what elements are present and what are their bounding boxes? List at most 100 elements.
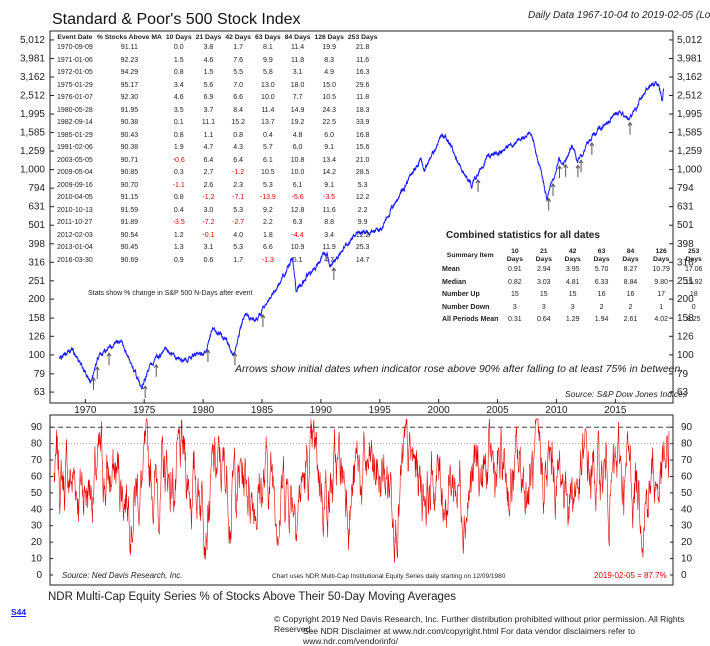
table-cell: 1975-01-29 xyxy=(57,81,93,89)
table-cell: 7.7 xyxy=(292,94,303,101)
table-row: 2003-05-05 90.71 -0.6 6.4 6.4 6.1 10.8 13.4 21.0 xyxy=(55,155,379,168)
table-cell: 0.8 xyxy=(173,131,184,139)
table-cell: 28.5 xyxy=(355,169,370,176)
price-y-tick-label: 126 xyxy=(28,331,45,342)
table-cell: 2009-05-04 xyxy=(57,169,93,176)
breadth-y-tick-label: 40 xyxy=(681,504,693,515)
breadth-y-tick-label: 50 xyxy=(31,488,43,499)
price-y-tick-label: 5,012 xyxy=(677,35,702,46)
table-cell: 2009-09-16 xyxy=(57,181,93,189)
price-x-tick-label: 1975 xyxy=(133,405,156,416)
price-y-tick-label: 1,585 xyxy=(677,128,702,139)
table-header-cell: 63 Days xyxy=(593,248,610,263)
table-cell: 2.6 xyxy=(203,181,214,189)
signal-arrow-head xyxy=(331,267,337,272)
page-id: S44 xyxy=(11,607,27,617)
table-cell: 91.59 xyxy=(120,206,139,214)
table-cell: 13.4 xyxy=(322,156,336,164)
table-cell: -7.1 xyxy=(232,194,245,201)
table-row: Mean 0.91 2.94 3.95 5.70 8.27 10.79 17.06 xyxy=(440,264,710,277)
table-cell: 11.6 xyxy=(356,56,370,64)
table-row: Number Up 15 15 15 16 16 17 18 xyxy=(440,289,710,302)
table-cell: 90.54 xyxy=(120,231,139,239)
table-cell: 5.70 xyxy=(594,266,609,273)
breadth-y-tick-label: 60 xyxy=(681,471,693,482)
table-cell: 8.4 xyxy=(233,106,244,114)
table-cell: 6.0 xyxy=(324,131,335,139)
table-cell: 16 xyxy=(597,291,606,298)
table-cell: 11.4 xyxy=(291,44,305,51)
price-y-tick-label: 251 xyxy=(677,276,694,287)
table-cell: 10.0 xyxy=(261,94,275,101)
chart-title: Standard & Poor's 500 Stock Index xyxy=(52,11,301,28)
table-cell: 0.8 xyxy=(233,131,244,139)
table-cell: 1.7 xyxy=(233,44,244,51)
table-cell: 22.5 xyxy=(322,119,336,126)
table-cell: 90.70 xyxy=(120,181,139,189)
price-x-tick-label: 1995 xyxy=(369,405,392,416)
table-cell: 1.3 xyxy=(173,244,184,251)
signal-arrow-head xyxy=(142,385,148,390)
table-cell: 90.38 xyxy=(120,119,139,126)
price-y-tick-label: 501 xyxy=(28,220,45,231)
price-y-tick-label: 3,162 xyxy=(20,72,45,83)
table-cell: 4.9 xyxy=(324,69,335,76)
table-cell: 90.45 xyxy=(120,244,139,251)
table-cell: 29.6 xyxy=(355,81,370,89)
table-cell: 92.30 xyxy=(120,94,139,101)
table-cell: 3.4 xyxy=(173,81,184,89)
table-cell: 2.7 xyxy=(203,169,214,176)
table-cell: 4.6 xyxy=(173,94,184,101)
table-cell: 5.3 xyxy=(263,181,273,189)
table-cell: 4.7 xyxy=(203,144,214,151)
signal-arrow-head xyxy=(578,159,584,164)
table-cell: 1.8 xyxy=(263,231,273,239)
breadth-y-tick-label: 10 xyxy=(31,554,43,565)
table-cell: 3.1 xyxy=(292,69,303,76)
table-cell: 4.7 xyxy=(324,256,335,264)
signal-arrow-head xyxy=(563,163,569,169)
bottom-title: NDR Multi-Cap Equity Series % of Stocks … xyxy=(48,591,456,603)
table-cell: 3.5 xyxy=(173,106,184,114)
table-cell: 0.82 xyxy=(508,278,522,286)
table-cell: 15 xyxy=(510,291,519,298)
price-y-tick-label: 1,000 xyxy=(20,165,45,176)
table-cell: -3.5 xyxy=(172,219,185,226)
price-y-tick-label: 63 xyxy=(34,387,46,398)
table-header-cell: 126 Days xyxy=(653,248,670,263)
table-cell: 4.02 xyxy=(654,316,668,323)
table-row: 2009-05-04 90.85 0.3 2.7 -1.2 10.5 10.0 14.2 28.… xyxy=(55,167,379,180)
table-row: Median 0.82 3.03 4.81 6.33 8.84 9.80 15.92 xyxy=(440,277,710,290)
table-cell: 0.4 xyxy=(263,131,273,139)
table-cell: 91.89 xyxy=(120,219,139,226)
price-x-tick-label: 2005 xyxy=(486,405,509,416)
event-table-note: Stats show % change in S&P 500 N-Days af… xyxy=(88,290,253,297)
summary-title: Combined statistics for all dates xyxy=(446,230,600,241)
table-cell: 15 xyxy=(568,291,577,298)
table-cell: 6.6 xyxy=(233,94,244,101)
table-cell: 13.0 xyxy=(261,81,275,89)
table-cell: -13.9 xyxy=(259,194,276,201)
table-cell: 0.6 xyxy=(203,256,214,264)
price-y-tick-label: 2,512 xyxy=(677,91,702,102)
signal-arrow-head xyxy=(153,363,159,369)
table-cell: 15.2 xyxy=(231,119,245,126)
table-cell: 5.8 xyxy=(263,69,273,76)
table-header-row: Summary Item 10 Days 21 Days 42 Days 63 Days… xyxy=(440,248,710,264)
price-y-tick-label: 1,259 xyxy=(677,146,702,157)
price-y-tick-label: 63 xyxy=(677,387,689,398)
table-cell: 1976-01-07 xyxy=(57,94,93,101)
table-cell: 15.6 xyxy=(355,144,370,151)
price-x-tick-label: 1990 xyxy=(310,405,333,416)
table-row: 1991-02-06 90.38 1.9 4.7 4.3 5.7 6.0 9.1 15.6 xyxy=(55,142,379,155)
table-cell: 0 xyxy=(691,303,696,311)
table-cell: 0.4 xyxy=(173,206,184,214)
table-cell: -4.4 xyxy=(291,231,304,239)
price-y-tick-label: 2,512 xyxy=(20,91,45,102)
breadth-y-tick-label: 40 xyxy=(31,504,43,515)
table-cell: 6.3 xyxy=(292,219,303,226)
chart-note: Chart uses NDR Multi-Cap Institutional E… xyxy=(272,573,506,580)
table-cell: 3.4 xyxy=(324,231,335,239)
breadth-y-axis: 0 0 10 10 20 20 30 30 40 40 50 50 60 60 70 70 80 80 90 90 xyxy=(31,422,693,581)
table-row: 1982-09-14 90.38 0.1 11.1 15.2 13.7 19.2 22.5 33… xyxy=(55,117,379,130)
